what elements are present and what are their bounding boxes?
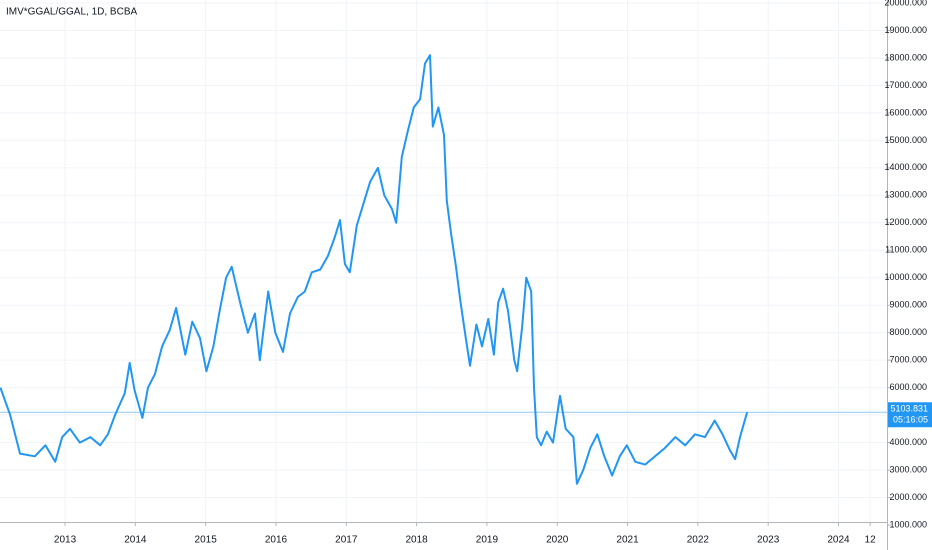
y-tick-label: 10000.000: [884, 272, 927, 282]
x-tick-label: 2021: [616, 535, 639, 546]
x-tick-label: 12: [865, 535, 877, 546]
y-tick-label: 9000.000: [889, 300, 927, 310]
y-tick-label: 6000.000: [889, 382, 927, 392]
price-series: [0, 54, 749, 485]
y-tick-label: 16000.000: [884, 107, 927, 117]
x-tick-label: 2019: [476, 535, 499, 546]
price-badge: [888, 402, 932, 428]
y-tick-label: 7000.000: [889, 355, 927, 365]
y-tick-label: 1000.000: [889, 519, 927, 529]
y-tick-label: 15000.000: [884, 135, 927, 145]
y-tick-label: 2000.000: [889, 492, 927, 502]
chart-title: IMV*GGAL/GGAL, 1D, BCBA: [6, 7, 137, 18]
y-tick-label: 3000.000: [889, 464, 927, 474]
x-tick-label: 2024: [827, 535, 850, 546]
x-tick-label: 2016: [265, 535, 288, 546]
y-tick-label: 11000.000: [885, 245, 927, 255]
x-tick-label: 2013: [54, 535, 77, 546]
x-tick-label: 2023: [757, 535, 780, 546]
y-tick-label: 18000.000: [884, 52, 927, 62]
y-tick-label: 17000.000: [884, 80, 927, 90]
y-tick-label: 14000.000: [884, 162, 927, 172]
countdown-label: 05:16:05: [893, 415, 928, 425]
y-tick-label: 19000.000: [884, 25, 927, 35]
x-tick-label: 2018: [405, 535, 428, 546]
y-tick-label: 8000.000: [889, 327, 927, 337]
last-price-label: 5103.831: [890, 404, 928, 414]
x-tick-label: 2015: [195, 535, 218, 546]
y-tick-label: 12000.000: [884, 217, 927, 227]
y-tick-label: 13000.000: [884, 190, 927, 200]
y-tick-label: 20000.000: [884, 0, 927, 7]
y-tick-label: 4000.000: [889, 437, 927, 447]
x-tick-label: 2020: [546, 535, 569, 546]
x-tick-label: 2014: [124, 535, 147, 546]
x-tick-label: 2017: [335, 535, 358, 546]
x-tick-label: 2022: [687, 535, 710, 546]
